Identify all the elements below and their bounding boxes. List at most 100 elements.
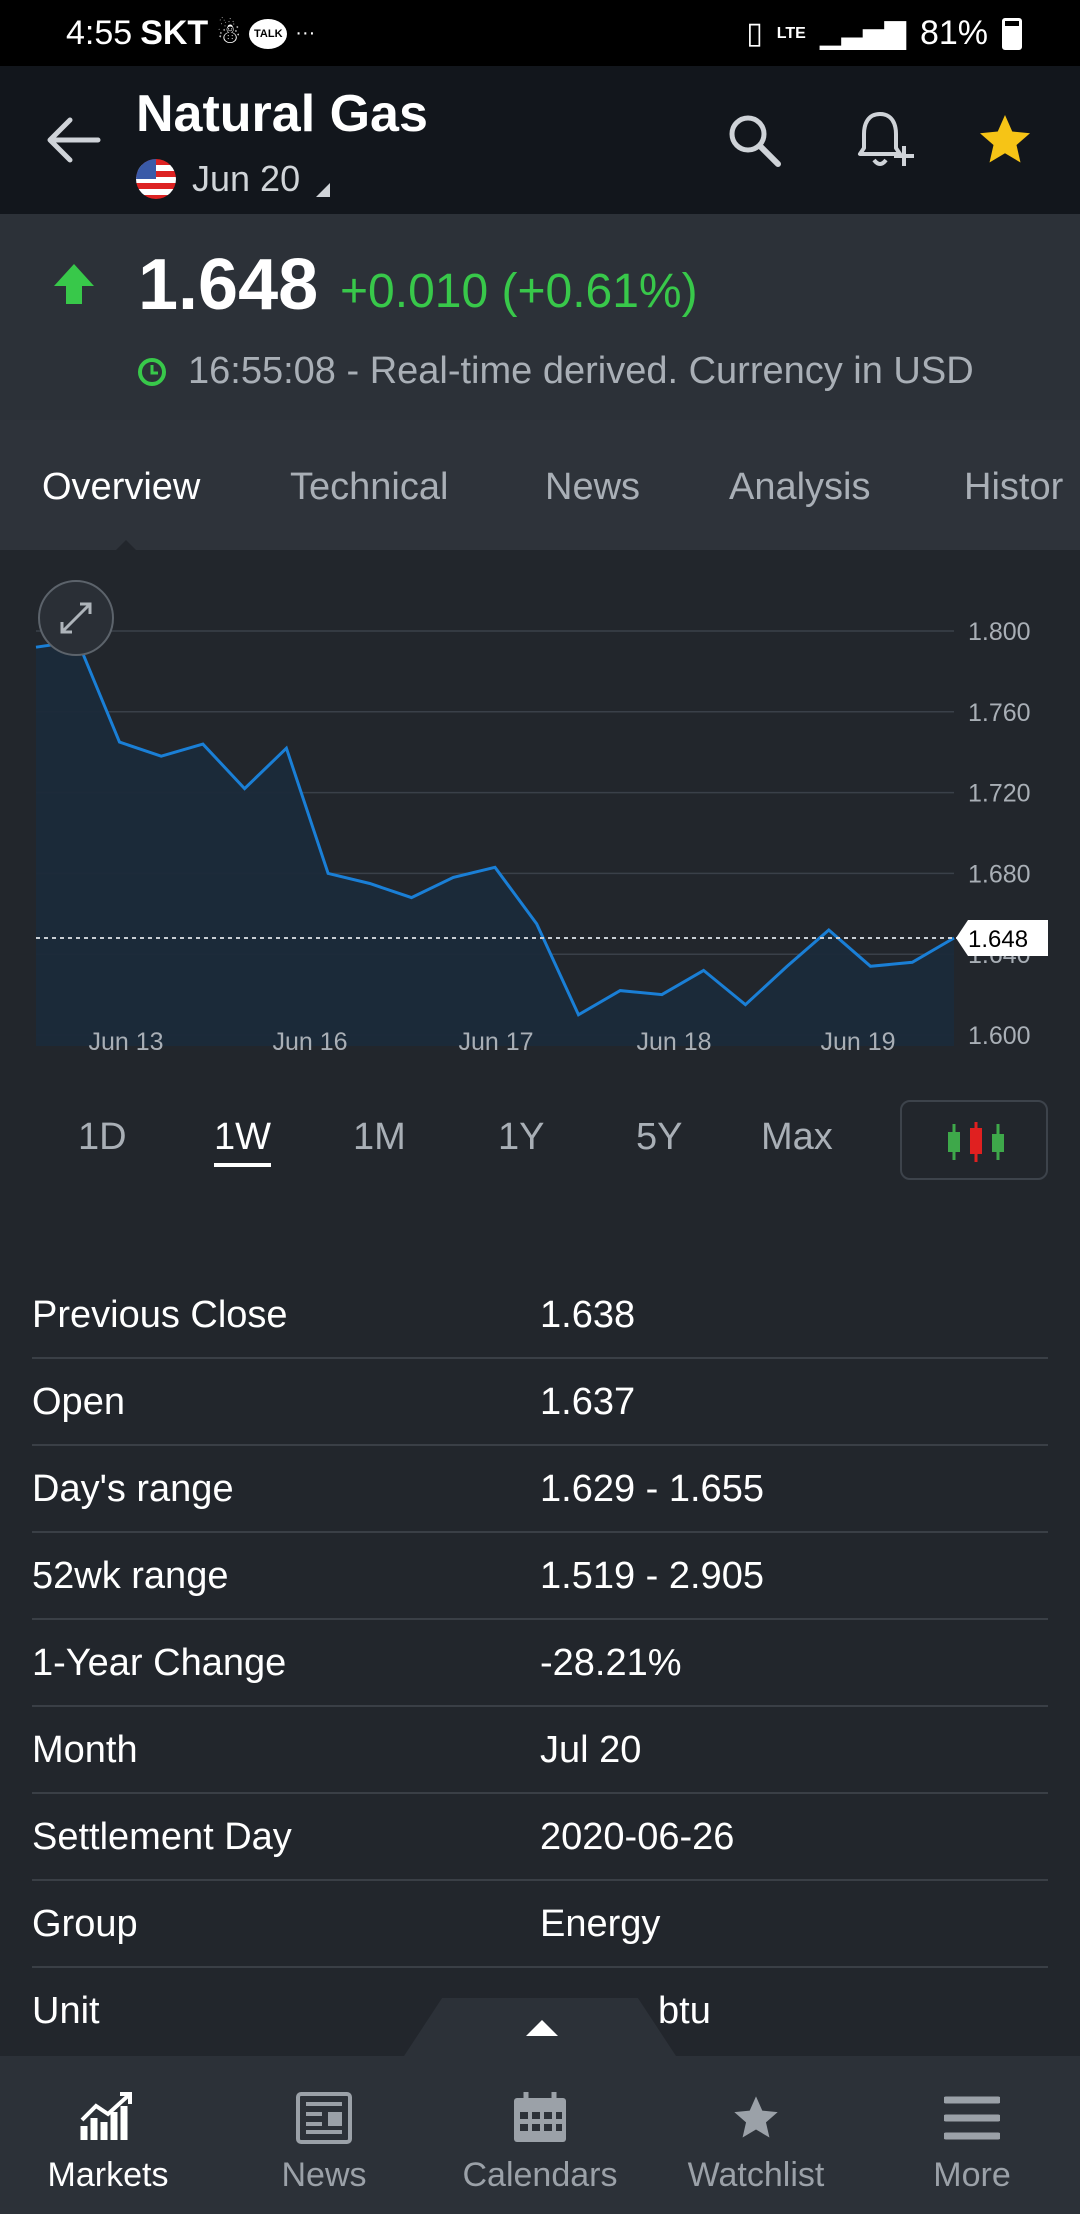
- range-1w[interactable]: 1W: [214, 1116, 271, 1167]
- us-flag-icon: [136, 159, 176, 199]
- last-price-tag: 1.648: [956, 920, 1048, 957]
- stats-table: Previous Close 1.638 Open 1.637 Day's rang…: [32, 1272, 1048, 2055]
- markets-icon: [80, 2092, 132, 2140]
- nav-calendars[interactable]: Calendars: [432, 2056, 648, 2214]
- range-1m[interactable]: 1M: [353, 1116, 406, 1158]
- bottom-navigation: Markets News Calendars Watchlist More: [0, 2056, 1080, 2214]
- stat-label: Unit: [32, 1990, 100, 2032]
- stat-label: 1-Year Change: [32, 1642, 287, 1684]
- x-tick-label: Jun 19: [820, 1028, 895, 1056]
- stat-label: Previous Close: [32, 1294, 288, 1336]
- range-max[interactable]: Max: [761, 1116, 833, 1158]
- x-tick-label: Jun 17: [458, 1028, 533, 1056]
- contract-label: Jun 20: [192, 158, 301, 199]
- watchlist-star-icon: [734, 2096, 778, 2138]
- notification-icon: ☃: [216, 18, 242, 49]
- stat-label: Group: [32, 1903, 138, 1945]
- active-tab-indicator: [114, 540, 138, 550]
- contract-selector[interactable]: Jun 20: [136, 158, 331, 200]
- range-1y[interactable]: 1Y: [498, 1116, 545, 1158]
- news-icon: [296, 2092, 352, 2144]
- quote-panel: 1.648 +0.010 (+0.61%) 16:55:08 - Real-ti…: [0, 214, 1080, 420]
- more-notifications: ···: [295, 22, 316, 44]
- table-row: Unit btu: [32, 1968, 1048, 2055]
- stat-value: btu: [658, 1990, 711, 2032]
- stat-value: 1.519 - 2.905: [540, 1555, 764, 1597]
- dropdown-caret-icon: [316, 183, 331, 197]
- nav-news[interactable]: News: [216, 2056, 432, 2214]
- x-tick-label: Jun 13: [88, 1028, 163, 1056]
- range-5y[interactable]: 5Y: [636, 1116, 683, 1158]
- last-price: 1.648: [138, 245, 319, 325]
- vibrate-icon: ▯: [746, 17, 763, 50]
- tab-technical[interactable]: Technical: [290, 466, 449, 508]
- quote-time: 16:55:08 - Real-time derived. Currency i…: [188, 350, 974, 392]
- table-row: Settlement Day 2020-06-26: [32, 1794, 1048, 1881]
- tab-overview[interactable]: Overview: [42, 466, 201, 508]
- y-tick-label: 1.800: [968, 618, 1031, 646]
- nav-label: News: [281, 2156, 367, 2194]
- status-bar: 4:55 SKT ☃ TALK ··· ▯ LTE ▁▃▅▇ 81%: [0, 0, 1080, 66]
- nav-markets[interactable]: Markets: [0, 2056, 216, 2214]
- nav-more[interactable]: More: [864, 2056, 1080, 2214]
- up-arrow-icon: [54, 264, 94, 304]
- menu-icon: [944, 2096, 1000, 2140]
- signal-icon: ▁▃▅▇: [819, 18, 906, 49]
- table-row: 52wk range 1.519 - 2.905: [32, 1533, 1048, 1620]
- nav-label: Calendars: [462, 2156, 618, 2194]
- table-row: Month Jul 20: [32, 1707, 1048, 1794]
- page-title: Natural Gas: [136, 85, 428, 143]
- battery-percent: 81%: [919, 14, 988, 52]
- table-row: Previous Close 1.638: [32, 1272, 1048, 1359]
- x-tick-label: Jun 16: [272, 1028, 347, 1056]
- search-icon[interactable]: [724, 110, 784, 170]
- nav-watchlist[interactable]: Watchlist: [648, 2056, 864, 2214]
- y-tick-label: 1.600: [968, 1022, 1031, 1050]
- y-tick-label: 1.720: [968, 780, 1031, 808]
- stat-label: Settlement Day: [32, 1816, 292, 1858]
- chart-area: [36, 641, 954, 1046]
- stat-value: 1.638: [540, 1294, 636, 1336]
- tab-analysis[interactable]: Analysis: [729, 466, 871, 508]
- last-price-tag-text: 1.648: [968, 926, 1028, 953]
- y-tick-label: 1.760: [968, 699, 1031, 727]
- clock-icon: [138, 358, 166, 386]
- expand-drawer-handle[interactable]: [404, 1998, 676, 2056]
- chevron-up-icon: [526, 2020, 558, 2036]
- y-tick-label: 1.680: [968, 860, 1031, 888]
- chart-type-button[interactable]: [900, 1100, 1048, 1180]
- tab-bar: Overview Technical News Analysis Histor: [0, 420, 1080, 550]
- price-change: +0.010 (+0.61%): [340, 265, 698, 318]
- x-axis-labels: Jun 13 Jun 16 Jun 17 Jun 18 Jun 19: [88, 1028, 895, 1056]
- battery-icon: [1002, 17, 1022, 50]
- stat-value: 1.637: [540, 1381, 636, 1423]
- talk-icon: TALK: [249, 18, 288, 49]
- range-1d[interactable]: 1D: [78, 1116, 127, 1158]
- stat-label: Open: [32, 1381, 125, 1423]
- back-arrow-icon[interactable]: [44, 114, 102, 166]
- table-row: Day's range 1.629 - 1.655: [32, 1446, 1048, 1533]
- table-row: Group Energy: [32, 1881, 1048, 1968]
- stat-value: 2020-06-26: [540, 1816, 735, 1858]
- status-time: 4:55: [66, 14, 133, 52]
- lte-icon: LTE: [776, 24, 806, 42]
- nav-label: Watchlist: [687, 2156, 825, 2194]
- nav-label: Markets: [47, 2156, 169, 2194]
- app-bar: Natural Gas Jun 20: [0, 66, 1080, 214]
- status-carrier: SKT: [140, 14, 209, 52]
- star-icon[interactable]: [974, 110, 1036, 170]
- calendar-icon: [514, 2092, 566, 2142]
- tab-history[interactable]: Histor: [964, 466, 1064, 508]
- price-line: [35, 639, 955, 1017]
- stat-value: Energy: [540, 1903, 661, 1945]
- table-row: 1-Year Change -28.21%: [32, 1620, 1048, 1707]
- stat-label: Day's range: [32, 1468, 234, 1510]
- stat-value: 1.629 - 1.655: [540, 1468, 764, 1510]
- table-row: Open 1.637: [32, 1359, 1048, 1446]
- add-alert-icon[interactable]: [856, 108, 918, 172]
- x-tick-label: Jun 18: [636, 1028, 711, 1056]
- expand-icon[interactable]: [38, 580, 114, 656]
- tab-news[interactable]: News: [545, 466, 641, 508]
